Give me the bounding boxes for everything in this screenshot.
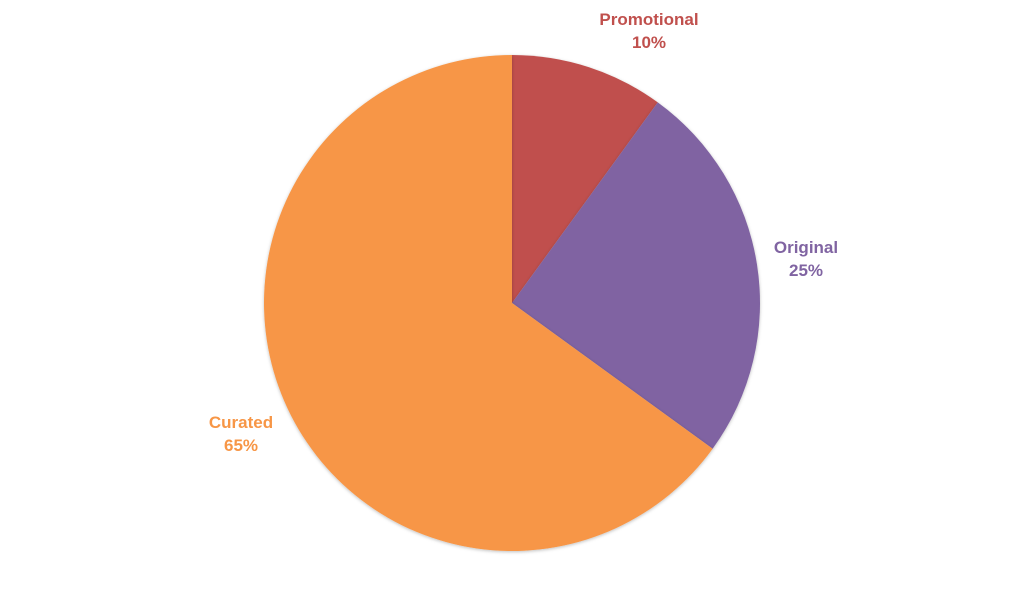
data-label-percent: 65%: [224, 436, 258, 455]
data-label-promotional: Promotional 10%: [599, 10, 698, 52]
pie-slice-promotional: [512, 55, 658, 303]
data-label-percent: 25%: [789, 261, 823, 280]
pie-slices: [264, 55, 761, 552]
pie-labels: Promotional 10% Original 25% Curated 65%: [209, 10, 838, 455]
data-label-percent: 10%: [632, 33, 666, 52]
data-label-category: Curated: [209, 413, 273, 432]
data-label-category: Original: [774, 238, 838, 257]
pie-slice-original: [512, 102, 761, 449]
pie-slice-curated: [264, 55, 713, 552]
data-label-original: Original 25%: [774, 238, 838, 280]
data-label-category: Promotional: [599, 10, 698, 29]
data-label-curated: Curated 65%: [209, 413, 273, 455]
